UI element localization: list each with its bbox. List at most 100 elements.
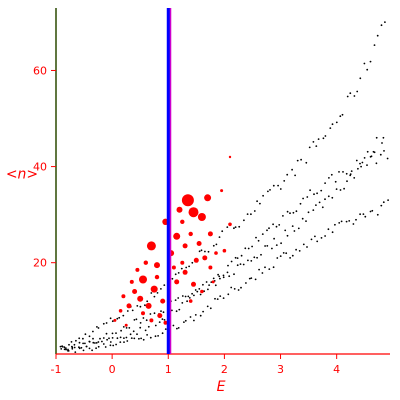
black-data-point [382, 201, 385, 204]
black-data-point [147, 325, 150, 328]
black-data-point [268, 227, 270, 230]
black-data-point [250, 260, 253, 262]
black-data-point [138, 337, 140, 340]
black-data-point [275, 244, 278, 247]
black-data-point [355, 159, 358, 162]
black-data-point [119, 341, 122, 343]
x-tick-label: 4 [333, 363, 340, 376]
black-data-point [342, 171, 344, 173]
red-data-point [188, 299, 193, 303]
black-data-point [266, 229, 268, 232]
black-data-point [261, 233, 264, 236]
black-data-point [75, 339, 77, 342]
black-data-point [115, 343, 117, 346]
black-data-point [144, 304, 146, 307]
black-data-point [196, 290, 199, 293]
black-data-point [324, 135, 327, 137]
black-data-point [331, 231, 334, 234]
red-data-point [157, 313, 163, 319]
black-data-point [350, 170, 353, 173]
black-data-point [78, 341, 81, 344]
black-data-point [102, 337, 105, 339]
red-data-point [207, 231, 213, 237]
black-data-point [146, 300, 149, 303]
black-data-point [202, 310, 205, 313]
black-data-point [366, 164, 368, 167]
black-data-point [261, 272, 264, 274]
black-data-point [292, 211, 295, 214]
black-data-point [185, 266, 188, 269]
black-data-point [139, 322, 142, 324]
black-data-point [286, 234, 289, 237]
black-data-point [73, 343, 76, 346]
black-data-point [188, 265, 191, 268]
black-data-point [335, 188, 338, 191]
black-data-point [283, 180, 286, 182]
black-data-point [67, 348, 69, 351]
black-data-point [194, 289, 197, 291]
black-data-point [129, 333, 132, 336]
red-data-point [214, 251, 218, 255]
black-data-point [144, 329, 147, 332]
x-tick-label: 3 [277, 363, 284, 376]
red-data-point [176, 206, 183, 213]
red-data-point [171, 265, 176, 270]
black-data-point [122, 326, 125, 328]
y-tick-label: 40 [33, 161, 47, 174]
black-data-point [253, 256, 256, 259]
black-data-point [316, 240, 319, 243]
black-data-point [106, 338, 108, 341]
black-data-point [359, 213, 361, 216]
black-data-point [242, 263, 245, 266]
black-data-point [372, 150, 375, 153]
black-data-point [226, 226, 229, 229]
red-data-point [146, 241, 156, 251]
black-data-point [177, 272, 180, 274]
black-data-point [184, 295, 187, 298]
black-data-point [142, 317, 145, 319]
black-data-point [164, 328, 167, 330]
black-data-point [334, 223, 336, 226]
black-data-point [156, 292, 159, 294]
black-data-point [264, 266, 266, 269]
black-data-point [188, 297, 191, 299]
black-data-point [163, 284, 166, 286]
black-data-point [171, 309, 173, 312]
black-data-point [259, 202, 261, 205]
black-data-point [207, 250, 210, 253]
black-data-point [264, 245, 266, 247]
black-data-point [381, 142, 383, 144]
black-data-point [273, 237, 275, 240]
black-data-point [140, 337, 143, 340]
black-data-point [369, 155, 372, 158]
black-data-point [256, 200, 258, 203]
black-data-point [384, 21, 386, 23]
black-data-point [360, 165, 362, 168]
black-data-point [178, 308, 181, 311]
black-points-layer [59, 21, 389, 353]
black-data-point [193, 319, 195, 322]
black-data-point [380, 24, 383, 27]
black-data-point [136, 305, 139, 307]
red-data-point [113, 318, 117, 322]
black-data-point [305, 161, 308, 164]
black-data-point [105, 322, 108, 324]
black-data-point [250, 213, 252, 216]
black-data-point [212, 277, 215, 280]
black-data-point [260, 253, 262, 256]
black-data-point [302, 243, 305, 246]
black-data-point [338, 222, 341, 224]
black-data-point [111, 337, 114, 339]
y-ticks: 20 40 60 [33, 64, 56, 270]
black-data-point [321, 206, 324, 209]
black-data-point [335, 121, 338, 124]
black-data-point [109, 344, 112, 347]
black-data-point [215, 243, 218, 246]
black-data-point [279, 255, 282, 257]
black-data-point [272, 223, 274, 226]
black-data-point [277, 184, 279, 187]
black-data-point [289, 257, 291, 259]
black-data-point [387, 199, 389, 202]
black-data-point [324, 198, 326, 201]
black-data-point [118, 316, 121, 319]
